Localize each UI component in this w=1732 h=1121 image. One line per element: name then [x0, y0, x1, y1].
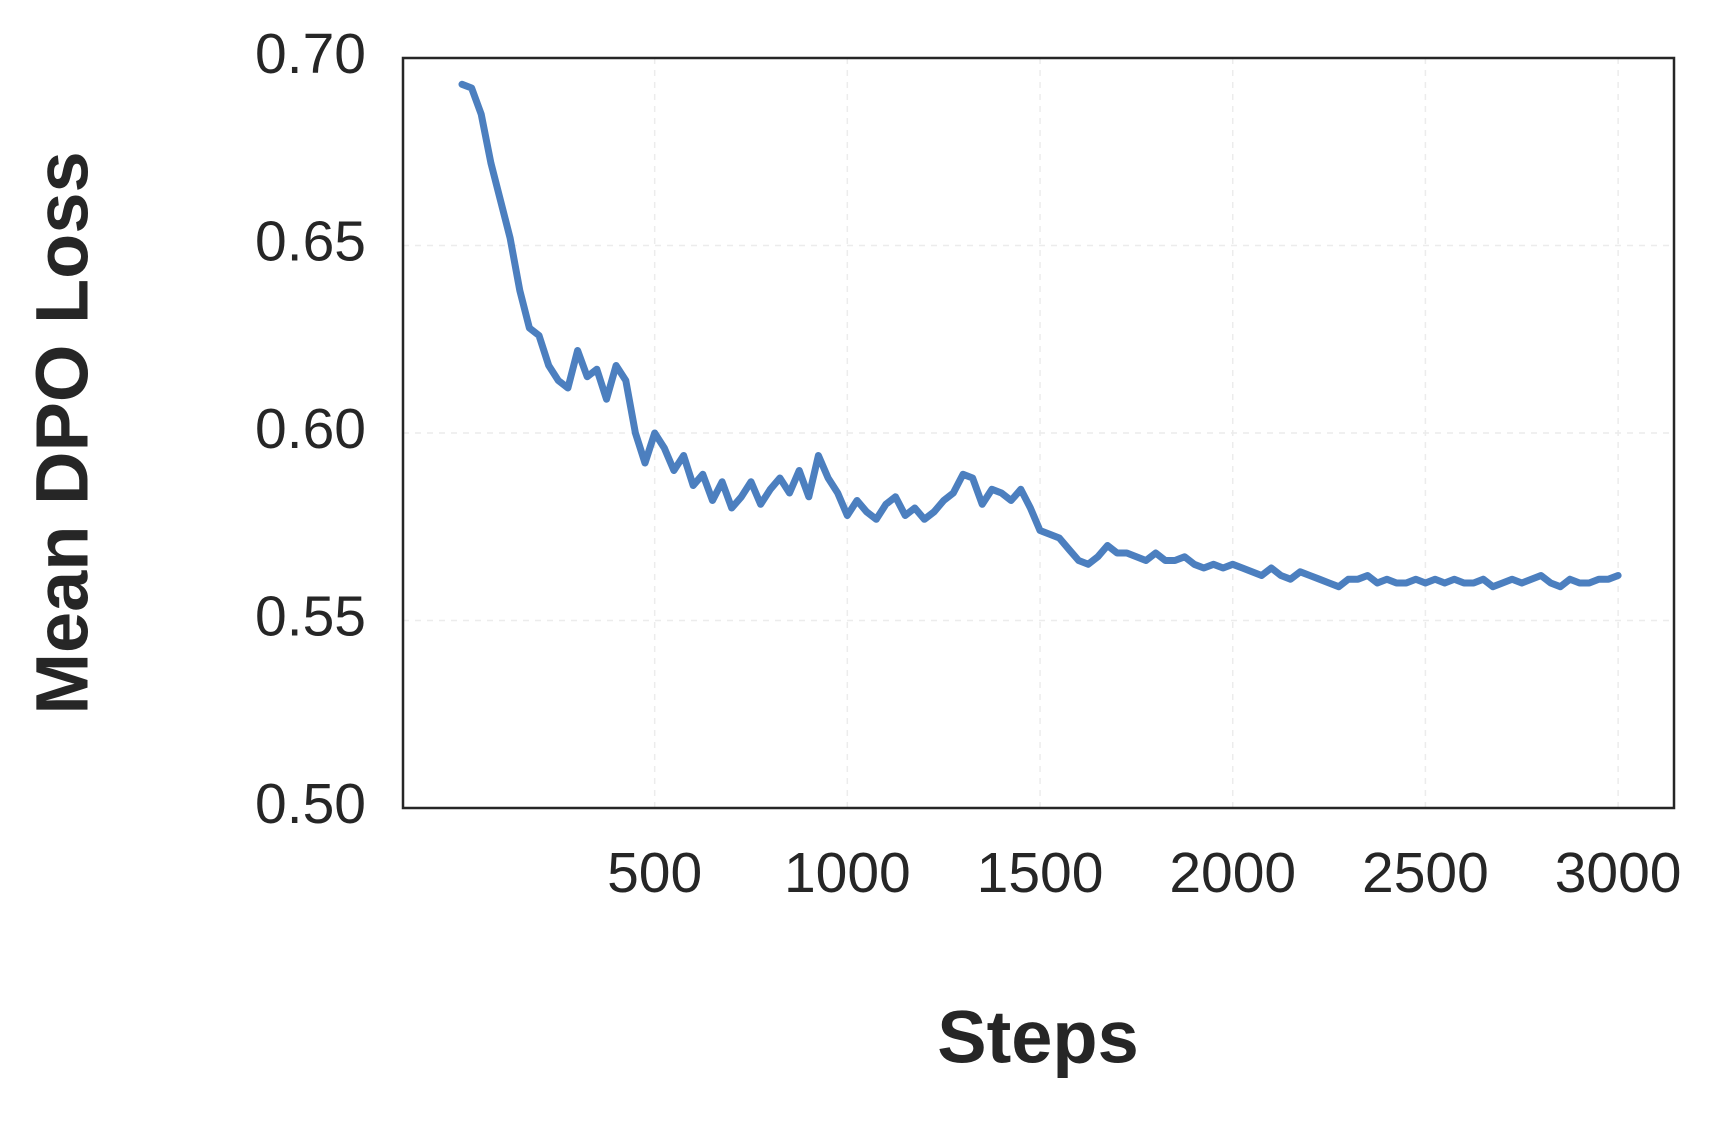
x-tick-label: 3000	[1555, 841, 1682, 905]
x-tick-label: 2500	[1362, 841, 1489, 905]
x-axis-label: Steps	[937, 996, 1139, 1079]
x-tick-label: 500	[607, 841, 702, 905]
plot-frame	[401, 56, 1676, 810]
y-tick-label: 0.50	[255, 772, 366, 836]
y-tick-label: 0.65	[255, 210, 366, 274]
y-tick-label: 0.55	[255, 585, 366, 649]
x-tick-label: 1000	[784, 841, 911, 905]
x-tick-label: 2000	[1169, 841, 1296, 905]
x-tick-label: 1500	[977, 841, 1104, 905]
y-tick-label: 0.70	[255, 22, 366, 86]
y-tick-label: 0.60	[255, 397, 366, 461]
line	[458, 80, 1622, 591]
y-axis-label: Mean DPO Loss	[21, 151, 104, 714]
